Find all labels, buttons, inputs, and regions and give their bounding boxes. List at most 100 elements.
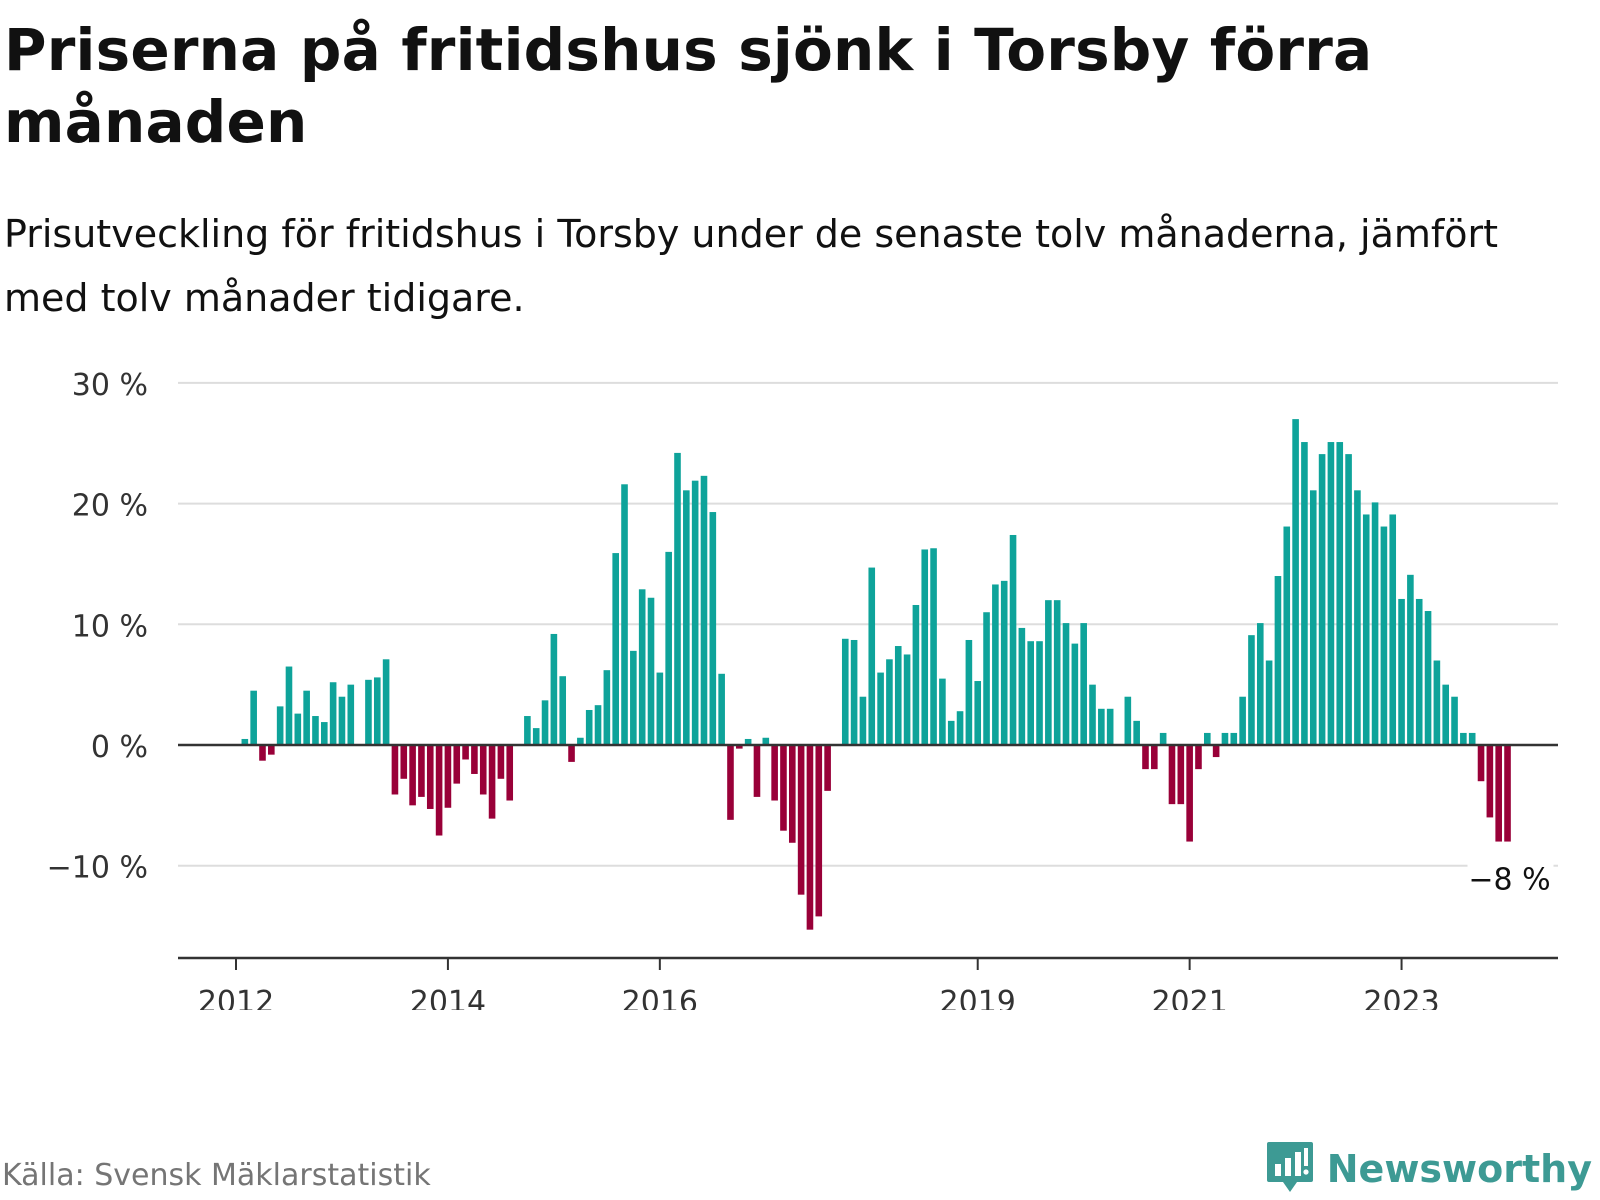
bar (1415, 598, 1423, 745)
bar (921, 549, 929, 745)
bar (1354, 490, 1361, 745)
bar (886, 659, 893, 745)
bar (1142, 745, 1149, 770)
bar (1256, 623, 1264, 745)
bar (321, 722, 328, 745)
bar (1080, 623, 1087, 745)
bar (444, 745, 452, 808)
bar (894, 646, 902, 745)
y-tick-label: 0 % (91, 730, 148, 765)
bar (1309, 490, 1317, 745)
bar (841, 638, 849, 745)
bar (983, 612, 990, 745)
bar (1230, 732, 1238, 745)
bar (268, 745, 275, 755)
bar (1221, 732, 1229, 745)
bar (930, 548, 937, 745)
bar (497, 745, 505, 779)
bar (974, 681, 982, 745)
tick-labels: 30 % 20 % 10 % 0 % −10 % 2012 2014 2016 2019 2021… (47, 368, 1554, 1010)
bar (259, 745, 266, 761)
bar (506, 745, 514, 801)
bar (1398, 598, 1405, 745)
bar (744, 738, 752, 745)
bar (1159, 732, 1167, 745)
bar (638, 589, 646, 745)
bar (736, 745, 743, 749)
bar (1168, 745, 1176, 805)
bar (877, 672, 884, 745)
bar (1009, 534, 1017, 745)
bar (1274, 576, 1282, 745)
y-tick-label: 10 % (72, 609, 148, 644)
y-tick-label: 20 % (72, 489, 148, 524)
bar (903, 654, 911, 745)
axes (178, 743, 1558, 970)
bar (1000, 580, 1008, 745)
y-tick-label: 30 % (72, 368, 148, 403)
bar (373, 677, 381, 745)
bar (727, 745, 734, 820)
bar (1204, 732, 1211, 745)
bar (276, 706, 284, 745)
bar (992, 584, 999, 745)
bar (1027, 641, 1034, 745)
bar (868, 567, 876, 745)
bar (462, 745, 469, 760)
bar (1460, 732, 1467, 745)
bar (1133, 720, 1140, 745)
bar (568, 745, 575, 762)
bar (1362, 514, 1370, 745)
bar (1504, 745, 1511, 842)
bar (788, 745, 796, 843)
x-tick-label: 2016 (622, 985, 698, 1010)
bar (338, 696, 346, 745)
bar (1380, 526, 1388, 745)
bar (559, 676, 567, 745)
bar (947, 720, 955, 745)
bar (453, 745, 461, 784)
bar (1036, 641, 1043, 745)
bar (1407, 574, 1414, 745)
bar (1045, 600, 1052, 745)
bar (250, 690, 257, 745)
bar (762, 737, 770, 745)
bar (1186, 745, 1193, 842)
bar (1283, 526, 1291, 745)
bar (630, 650, 637, 745)
bar (347, 684, 355, 745)
x-tick-label: 2012 (198, 985, 274, 1010)
bar (1371, 502, 1379, 745)
x-tick-label: 2019 (940, 985, 1016, 1010)
bar (550, 633, 558, 745)
bar-chart: 30 % 20 % 10 % 0 % −10 % 2012 2014 2016 2019 2021… (47, 368, 1558, 1010)
y-tick-label: −10 % (47, 851, 148, 886)
bar (859, 696, 867, 745)
bar (691, 480, 699, 745)
bar (1345, 454, 1352, 745)
annotation-background (1467, 857, 1554, 900)
x-tick-label: 2021 (1151, 985, 1227, 1010)
chart-subtitle: Prisutveckling för fritidshus i Torsby u… (4, 212, 1499, 320)
bar (1495, 745, 1502, 842)
brand[interactable]: Newsworthy (1265, 1140, 1592, 1198)
bar (939, 678, 946, 745)
bar (1486, 745, 1494, 818)
bar (718, 673, 725, 745)
bar (365, 679, 372, 745)
bar (1468, 732, 1476, 745)
bar (771, 745, 778, 801)
bar (400, 745, 408, 779)
bar (665, 551, 672, 745)
bar (1124, 696, 1132, 745)
bar (1451, 696, 1458, 745)
bar (1062, 623, 1070, 745)
bar (1018, 627, 1026, 745)
bar (1089, 684, 1096, 745)
bar (524, 716, 531, 745)
bar (1292, 419, 1299, 745)
bar (541, 700, 549, 745)
bar (1424, 611, 1432, 745)
bar (409, 745, 416, 806)
bar (621, 484, 628, 745)
